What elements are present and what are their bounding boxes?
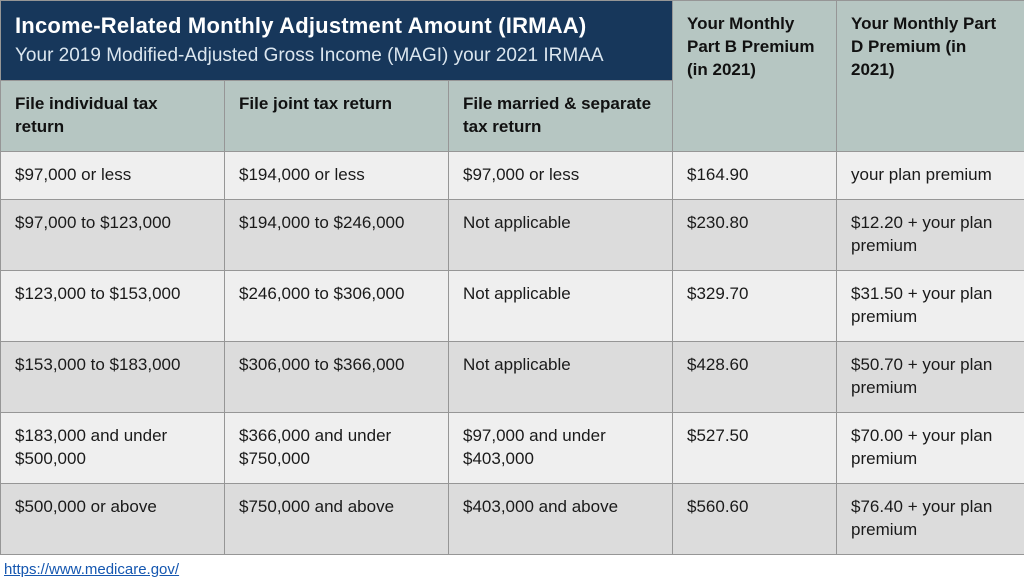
col-header-part-b: Your Monthly Part B Premium (in 2021) — [673, 1, 837, 152]
cell-married-separate: Not applicable — [449, 271, 673, 342]
cell-part-d: $50.70 + your plan premium — [837, 341, 1024, 412]
cell-part-b: $428.60 — [673, 341, 837, 412]
col-header-married-separate: File married & separate tax return — [449, 81, 673, 152]
banner-subtitle: Your 2019 Modified-Adjusted Gross Income… — [15, 43, 658, 69]
cell-part-d: $70.00 + your plan premium — [837, 412, 1024, 483]
irmaa-table-container: Income-Related Monthly Adjustment Amount… — [0, 0, 1024, 578]
cell-married-separate: Not applicable — [449, 200, 673, 271]
col-header-joint: File joint tax return — [225, 81, 449, 152]
table-row: $97,000 to $123,000 $194,000 to $246,000… — [1, 200, 1024, 271]
banner-title: Income-Related Monthly Adjustment Amount… — [15, 11, 658, 41]
source-link[interactable]: https://www.medicare.gov/ — [4, 561, 179, 578]
cell-part-b: $560.60 — [673, 483, 837, 554]
cell-individual: $97,000 or less — [1, 152, 225, 200]
cell-individual: $97,000 to $123,000 — [1, 200, 225, 271]
cell-part-b: $230.80 — [673, 200, 837, 271]
cell-individual: $153,000 to $183,000 — [1, 341, 225, 412]
cell-individual: $500,000 or above — [1, 483, 225, 554]
cell-individual: $183,000 and under $500,000 — [1, 412, 225, 483]
cell-part-d: $31.50 + your plan premium — [837, 271, 1024, 342]
cell-married-separate: $97,000 or less — [449, 152, 673, 200]
cell-joint: $750,000 and above — [225, 483, 449, 554]
col-header-individual: File individual tax return — [1, 81, 225, 152]
table-row: $153,000 to $183,000 $306,000 to $366,00… — [1, 341, 1024, 412]
cell-married-separate: Not applicable — [449, 341, 673, 412]
table-row: $97,000 or less $194,000 or less $97,000… — [1, 152, 1024, 200]
cell-part-b: $329.70 — [673, 271, 837, 342]
cell-part-d: $12.20 + your plan premium — [837, 200, 1024, 271]
irmaa-table: Income-Related Monthly Adjustment Amount… — [0, 0, 1024, 555]
table-row: $500,000 or above $750,000 and above $40… — [1, 483, 1024, 554]
header-row-1: Income-Related Monthly Adjustment Amount… — [1, 1, 1024, 81]
cell-part-d: $76.40 + your plan premium — [837, 483, 1024, 554]
cell-joint: $246,000 to $306,000 — [225, 271, 449, 342]
cell-part-b: $527.50 — [673, 412, 837, 483]
cell-married-separate: $403,000 and above — [449, 483, 673, 554]
cell-joint: $194,000 or less — [225, 152, 449, 200]
cell-joint: $306,000 to $366,000 — [225, 341, 449, 412]
banner-cell: Income-Related Monthly Adjustment Amount… — [1, 1, 673, 81]
cell-individual: $123,000 to $153,000 — [1, 271, 225, 342]
col-header-part-d: Your Monthly Part D Premium (in 2021) — [837, 1, 1024, 152]
cell-part-b: $164.90 — [673, 152, 837, 200]
table-row: $183,000 and under $500,000 $366,000 and… — [1, 412, 1024, 483]
cell-joint: $366,000 and under $750,000 — [225, 412, 449, 483]
cell-part-d: your plan premium — [837, 152, 1024, 200]
table-row: $123,000 to $153,000 $246,000 to $306,00… — [1, 271, 1024, 342]
cell-married-separate: $97,000 and under $403,000 — [449, 412, 673, 483]
cell-joint: $194,000 to $246,000 — [225, 200, 449, 271]
